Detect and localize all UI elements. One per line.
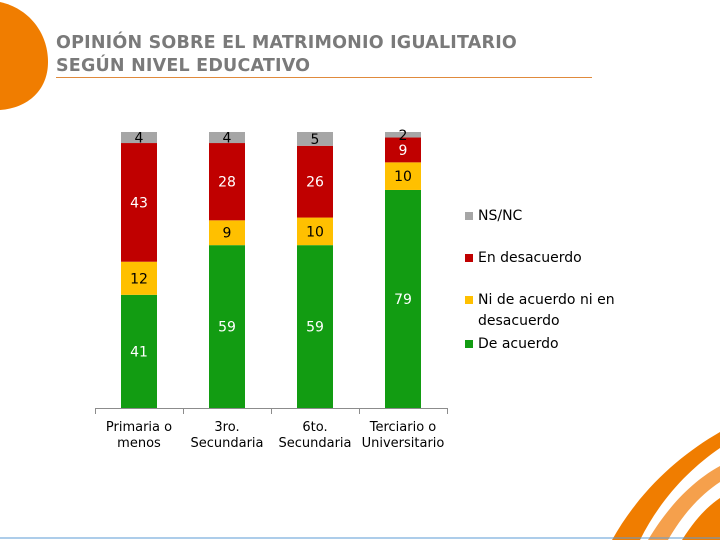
data-label-0-0: 41 (130, 344, 148, 360)
category-label-2-1: Secundaria (278, 436, 351, 451)
page-title: OPINIÓN SOBRE EL MATRIMONIO IGUALITARIO … (56, 32, 517, 78)
category-label-3-0: Terciario o (369, 420, 437, 435)
bar-segment-0-1 (121, 261, 157, 295)
category-label-0-1: menos (117, 436, 161, 451)
data-label-1-0: 59 (218, 320, 236, 336)
category-label-3-1: Universitario (362, 436, 445, 451)
data-label-1-2: 28 (218, 175, 236, 191)
data-label-0-3: 4 (135, 131, 144, 147)
bar-segment-2-3 (297, 132, 333, 146)
data-label-1-3: 4 (223, 131, 232, 147)
bar-segment-1-3 (209, 132, 245, 144)
category-label-1-1: Secundaria (190, 436, 263, 451)
legend-swatch-3 (465, 340, 473, 348)
data-label-3-3: 2 (399, 128, 408, 144)
bar-segment-2-2 (297, 145, 333, 218)
data-label-0-2: 43 (130, 195, 148, 211)
orange-swoosh-decoration-3 (682, 498, 720, 540)
data-label-3-2: 9 (399, 143, 408, 159)
bar-segment-0-0 (121, 294, 157, 408)
data-label-3-1: 10 (394, 169, 412, 185)
data-label-2-3: 5 (311, 132, 320, 148)
orange-circle-decoration (0, 2, 48, 110)
category-label-2-0: 6to. (302, 420, 327, 435)
data-label-1-1: 9 (223, 226, 232, 242)
data-label-2-2: 26 (306, 175, 324, 191)
bar-segment-2-1 (297, 217, 333, 246)
bar-segment-3-1 (385, 162, 421, 190)
bar-segment-1-0 (209, 245, 245, 408)
data-label-3-0: 79 (394, 292, 412, 308)
bar-segment-1-1 (209, 220, 245, 246)
title-underline (56, 77, 592, 78)
bar-segment-2-0 (297, 245, 333, 408)
page-title-line1: OPINIÓN SOBRE EL MATRIMONIO IGUALITARIO (56, 33, 518, 53)
bar-segment-3-2 (385, 137, 421, 163)
data-label-2-0: 59 (306, 320, 324, 336)
orange-swoosh-decoration-2 (648, 466, 720, 540)
legend-swatch-0 (465, 212, 473, 220)
legend-label-0: NS/NC (478, 208, 523, 224)
bar-segment-1-2 (209, 143, 245, 221)
legend-label-1: En desacuerdo (478, 250, 582, 266)
legend-label-3: De acuerdo (478, 336, 559, 352)
bar-segment-0-3 (121, 132, 157, 144)
category-label-1-0: 3ro. (214, 420, 239, 435)
data-label-0-1: 12 (130, 271, 148, 287)
bottom-rule-decoration (0, 537, 720, 539)
legend-swatch-2 (465, 296, 473, 304)
bar-segment-3-3 (385, 132, 421, 138)
legend-label-2: Ni de acuerdo ni en desacuerdo (478, 292, 615, 329)
legend-swatch-1 (465, 254, 473, 262)
category-label-0-0: Primaria o (106, 420, 172, 435)
page-title-line2: SEGÚN NIVEL EDUCATIVO (56, 56, 311, 76)
data-label-2-1: 10 (306, 224, 324, 240)
bar-segment-3-0 (385, 189, 421, 408)
orange-swoosh-decoration (612, 432, 720, 540)
bar-segment-0-2 (121, 143, 157, 262)
